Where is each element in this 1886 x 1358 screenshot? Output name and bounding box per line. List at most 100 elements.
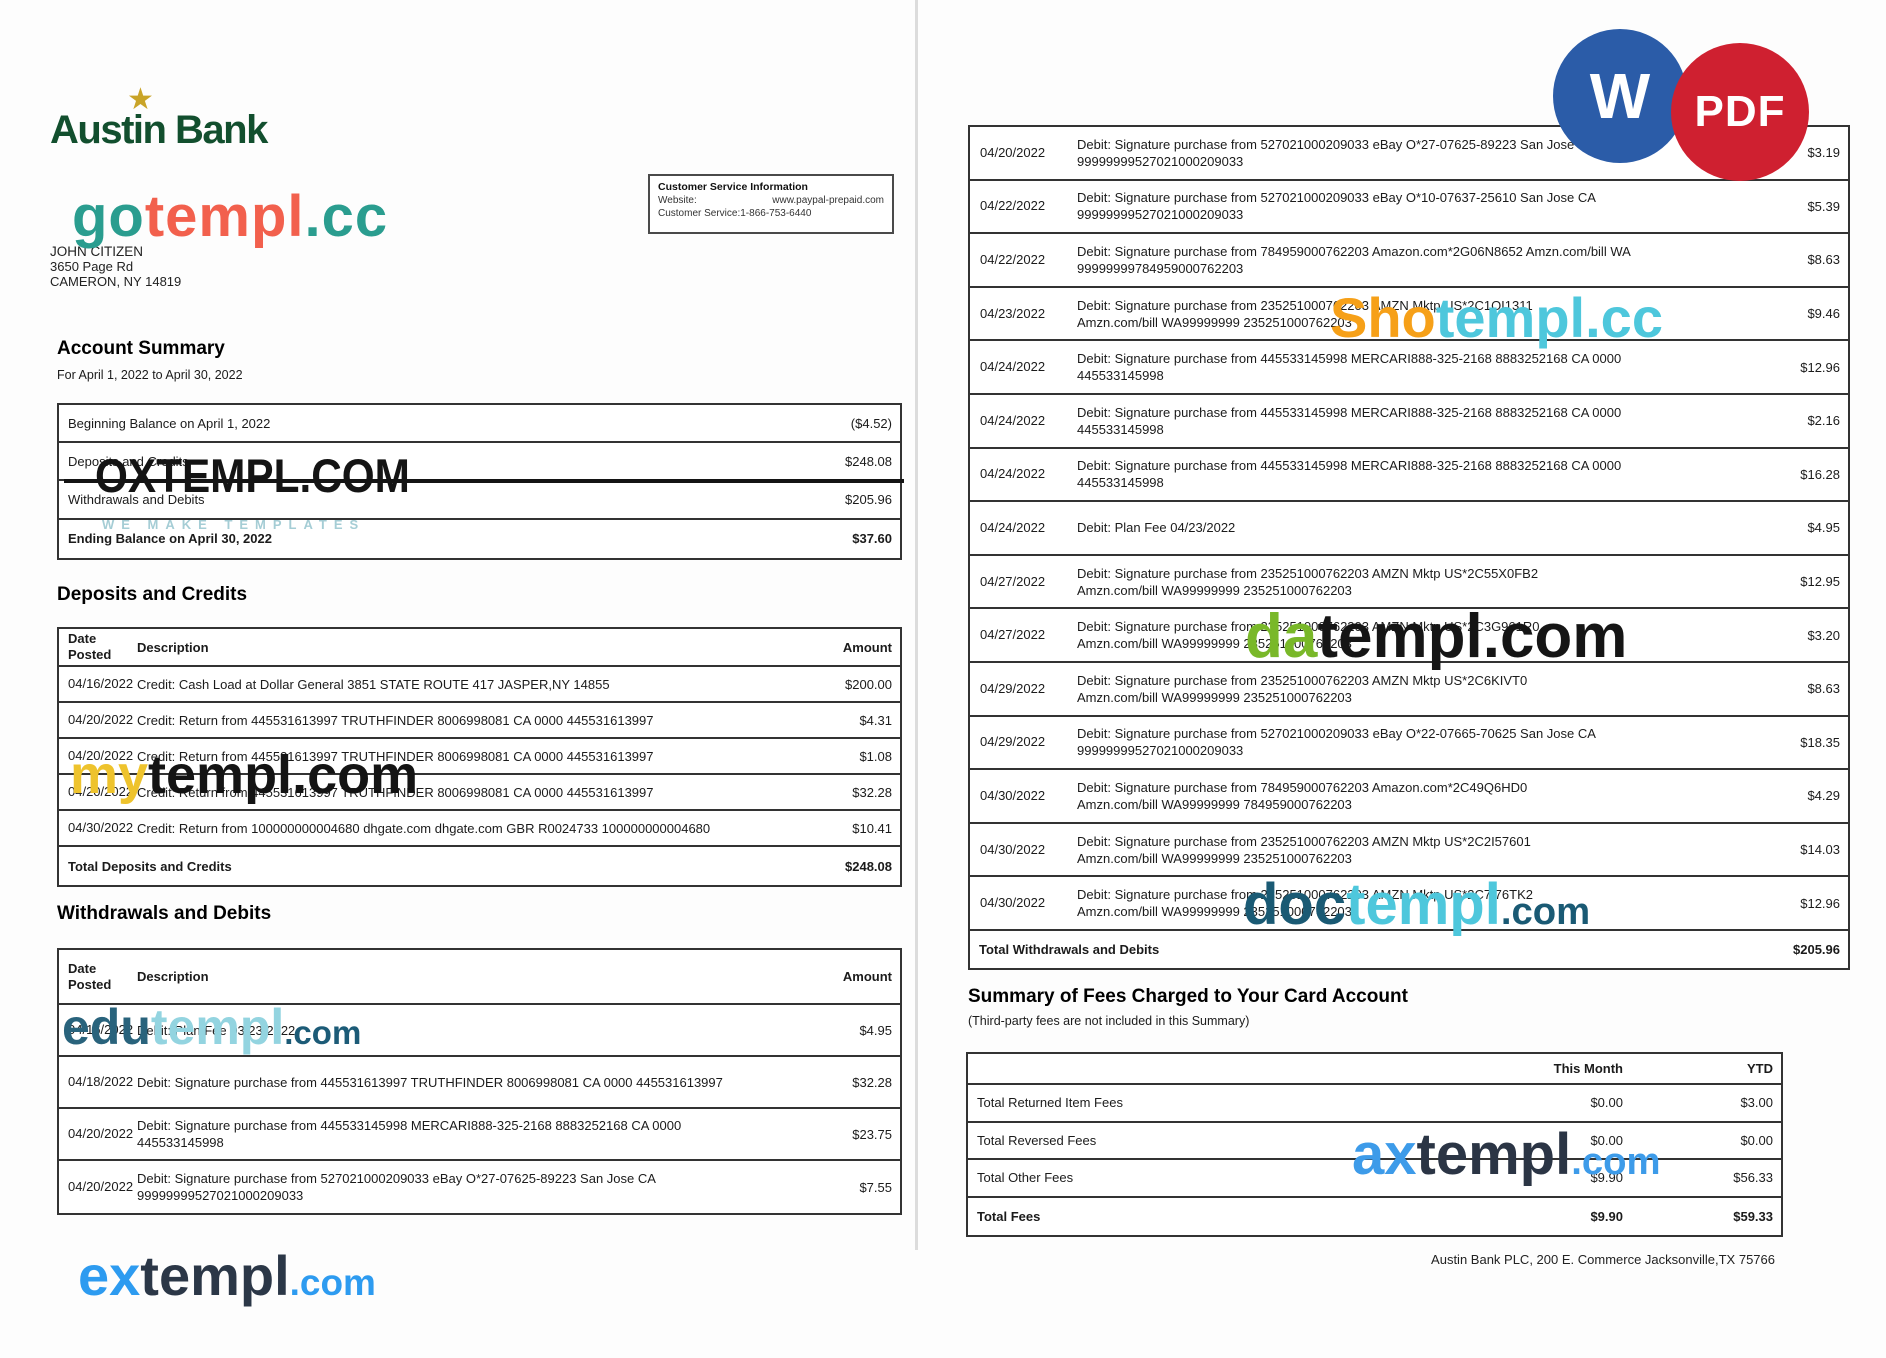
statement-period: For April 1, 2022 to April 30, 2022 xyxy=(57,368,243,382)
fee-ytd: $0.00 xyxy=(1740,1132,1773,1148)
description-line: Amzn.com/bill WA99999999 235251000762203 xyxy=(1077,314,1352,330)
table-row: 04/30/2022 Debit: Signature purchase from… xyxy=(970,770,1848,824)
cell-description: Debit: Plan Fee 03/23/2022 xyxy=(137,1022,788,1039)
deposits-heading: Deposits and Credits xyxy=(57,584,248,605)
description-line: Debit: Signature purchase from 235251000… xyxy=(1077,297,1533,313)
summary-label: Withdrawals and Debits xyxy=(68,491,205,507)
cell-amount: $8.63 xyxy=(1807,252,1840,268)
recipient-name: JOHN CITIZEN xyxy=(50,244,143,259)
cell-description: Credit: Return from 100000000004680 dhga… xyxy=(137,820,788,837)
summary-value: $248.08 xyxy=(845,453,892,469)
table-row: 04/20/2022 Debit: Signature purchase from… xyxy=(59,1161,900,1213)
cell-amount: $12.95 xyxy=(1800,574,1840,590)
customer-service-phone: Customer Service:1-866-753-6440 xyxy=(658,208,812,219)
table-row: 04/20/2022 Debit: Signature purchase from… xyxy=(970,127,1848,181)
withdrawals-table: Date Posted Description Amount 04/16/202… xyxy=(57,948,902,1215)
description-line: Debit: Signature purchase from 527021000… xyxy=(1077,726,1596,742)
cell-date: 04/30/2022 xyxy=(980,895,1046,911)
column-header-description: Description xyxy=(137,639,209,655)
description-line: Credit: Return from 445531613997 TRUTHFI… xyxy=(137,748,654,764)
word-file-icon: W xyxy=(1553,29,1687,163)
description-line: Amzn.com/bill WA99999999 235251000762203 xyxy=(1077,689,1352,705)
description-line: 99999999527021000209033 xyxy=(137,1188,304,1203)
word-icon-letter: W xyxy=(1589,60,1651,132)
table-row: 04/23/2022 Debit: Signature purchase from… xyxy=(970,288,1848,342)
cell-description: Debit: Signature purchase from 445533145… xyxy=(1077,404,1726,438)
description-line: Debit: Signature purchase from 445533145… xyxy=(1077,404,1622,420)
cell-date: 04/23/2022 xyxy=(980,305,1046,321)
cell-description: Credit: Return from 445531613997 TRUTHFI… xyxy=(137,712,788,729)
cell-description: Debit: Signature purchase from 784959000… xyxy=(1077,779,1726,813)
column-header-date: Date Posted xyxy=(68,960,112,992)
summary-value: ($4.52) xyxy=(850,415,892,431)
table-row: 04/27/2022 Debit: Signature purchase from… xyxy=(970,609,1848,663)
description-line: Amzn.com/bill WA99999999 784959000762203 xyxy=(1077,796,1352,812)
cell-amount: $23.75 xyxy=(852,1126,892,1142)
summary-label: Ending Balance on April 30, 2022 xyxy=(68,531,272,547)
cell-description: Debit: Signature purchase from 445533145… xyxy=(137,1117,788,1151)
cell-description: Debit: Signature purchase from 235251000… xyxy=(1077,297,1726,331)
summary-row: Beginning Balance on April 1, 2022 ($4.52… xyxy=(59,405,900,444)
cell-date: 04/20/2022 xyxy=(68,1179,134,1194)
cell-amount: $4.95 xyxy=(859,1022,892,1038)
cell-date: 04/20/2022 xyxy=(980,144,1046,160)
cell-description: Debit: Signature purchase from 527021000… xyxy=(1077,189,1726,223)
cell-description: Debit: Signature purchase from 235251000… xyxy=(1077,886,1726,920)
table-total-row: Total Deposits and Credits $248.08 xyxy=(59,847,900,885)
cell-date: 04/27/2022 xyxy=(980,627,1046,643)
cell-date: 04/29/2022 xyxy=(980,680,1046,696)
cell-amount: $32.28 xyxy=(852,784,892,800)
summary-row: Ending Balance on April 30, 2022 $37.60 xyxy=(59,520,900,558)
cell-amount: $1.08 xyxy=(859,748,892,764)
column-header-date: Date Posted xyxy=(68,631,112,662)
cell-amount: $14.03 xyxy=(1800,842,1840,858)
cell-date: 04/24/2022 xyxy=(980,466,1046,482)
description-line: 99999999527021000209033 xyxy=(1077,207,1244,223)
cell-description: Credit: Cash Load at Dollar General 3851… xyxy=(137,676,788,693)
watermark-text: templ xyxy=(140,1244,290,1307)
table-row: 04/24/2022 Debit: Signature purchase from… xyxy=(970,341,1848,395)
fee-label: Total Other Fees xyxy=(977,1170,1074,1186)
recipient-address: JOHN CITIZEN 3650 Page Rd CAMERON, NY 14… xyxy=(50,244,181,289)
watermark-text: .com xyxy=(289,1262,376,1303)
cell-amount: $205.96 xyxy=(1793,942,1840,958)
description-line: 445533145998 xyxy=(1077,368,1164,384)
summary-row: Withdrawals and Debits $205.96 xyxy=(59,481,900,520)
cell-date: 04/20/2022 xyxy=(68,784,134,799)
summary-label: Beginning Balance on April 1, 2022 xyxy=(68,415,271,431)
cell-amount: $18.35 xyxy=(1800,734,1840,750)
cell-description: Debit: Signature purchase from 784959000… xyxy=(1077,243,1726,277)
watermark-text: templ xyxy=(144,184,305,249)
watermark-gotempl: gotempl.cc xyxy=(72,188,388,246)
cell-date: 04/24/2022 xyxy=(980,519,1046,535)
customer-service-title: Customer Service Information xyxy=(658,181,808,193)
cell-description: Debit: Signature purchase from 527021000… xyxy=(137,1170,788,1204)
watermark-extempl: extempl.com xyxy=(78,1248,376,1304)
table-row: 04/27/2022 Debit: Signature purchase from… xyxy=(970,556,1848,610)
description-line: Debit: Signature purchase from 235251000… xyxy=(1077,833,1531,849)
cell-amount: $10.41 xyxy=(852,820,892,836)
description-line: Debit: Signature purchase from 445533145… xyxy=(137,1118,682,1133)
fee-label: Total Reversed Fees xyxy=(977,1132,1097,1148)
cell-amount: $3.20 xyxy=(1807,627,1840,643)
fees-row: Total Other Fees $9.90 $56.33 xyxy=(968,1160,1781,1198)
cell-amount: $12.96 xyxy=(1800,359,1840,375)
cell-description: Debit: Signature purchase from 235251000… xyxy=(1077,565,1726,599)
description-line: 99999999527021000209033 xyxy=(1077,153,1244,169)
description-line: Debit: Signature purchase from 527021000… xyxy=(137,1171,656,1186)
description-line: Credit: Cash Load at Dollar General 3851… xyxy=(137,676,610,692)
cell-amount: $16.28 xyxy=(1800,466,1840,482)
column-header-description: Description xyxy=(137,969,209,984)
summary-row: Deposits and Credits $248.08 xyxy=(59,443,900,482)
description-line: 445533145998 xyxy=(1077,475,1164,491)
summary-value: $37.60 xyxy=(852,531,892,547)
recipient-street: 3650 Page Rd xyxy=(50,259,134,274)
cell-description: Credit: Return from 445531613997 TRUTHFI… xyxy=(137,784,788,801)
fee-ytd: $3.00 xyxy=(1740,1095,1773,1111)
cell-date: 04/30/2022 xyxy=(980,841,1046,857)
star-icon: ★ xyxy=(127,83,154,116)
cell-description: Debit: Signature purchase from 235251000… xyxy=(1077,672,1726,706)
cell-date: 04/18/2022 xyxy=(68,1074,134,1089)
cell-amount: $4.95 xyxy=(1807,520,1840,536)
cell-amount: $200.00 xyxy=(845,676,892,692)
